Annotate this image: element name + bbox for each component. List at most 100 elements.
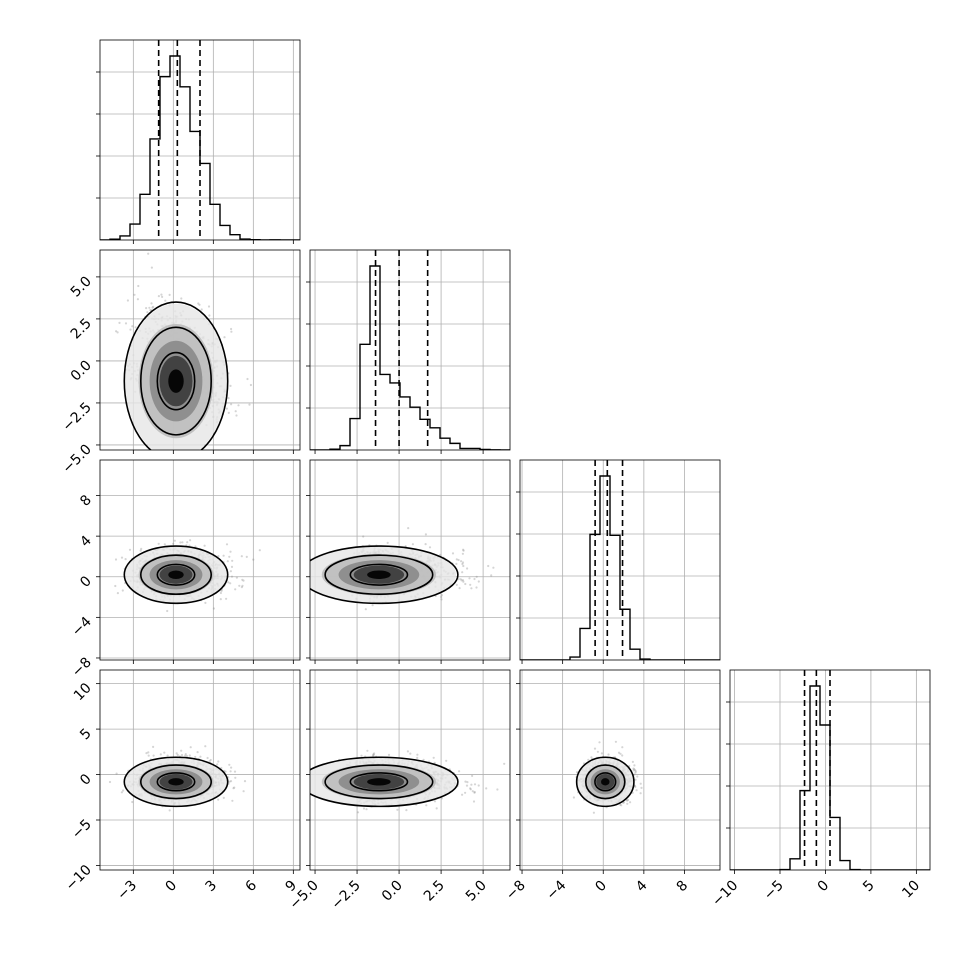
scatter-point	[492, 566, 495, 569]
scatter-point	[249, 383, 252, 387]
scatter-point	[134, 326, 137, 329]
scatter-point	[161, 295, 164, 298]
density-block	[367, 570, 391, 579]
scatter-point	[179, 541, 182, 544]
scatter-point	[212, 607, 215, 610]
scatter-point	[407, 527, 410, 530]
scatter-panel-3-0	[100, 670, 300, 870]
scatter-point	[241, 578, 244, 581]
scatter-point	[477, 580, 480, 583]
scatter-point	[140, 547, 143, 551]
panel-frame	[309, 249, 511, 451]
scatter-point	[148, 306, 151, 309]
scatter-point	[124, 322, 128, 325]
scatter-point	[234, 588, 237, 591]
scatter-point	[206, 756, 209, 760]
scatter-point	[475, 575, 478, 578]
scatter-point	[114, 584, 117, 588]
scatter-point	[184, 753, 187, 756]
density-block	[168, 369, 184, 393]
scatter-point	[137, 284, 140, 288]
scatter-point	[461, 571, 464, 574]
scatter-point	[230, 575, 234, 578]
scatter-point	[229, 770, 232, 773]
scatter-point	[460, 579, 463, 582]
scatter-point	[246, 377, 249, 381]
scatter-point	[462, 580, 465, 583]
scatter-point	[227, 397, 230, 400]
scatter-point	[194, 545, 197, 548]
scatter-point	[424, 543, 427, 546]
scatter-point	[222, 554, 225, 557]
scatter-point	[225, 543, 229, 546]
scatter-point	[146, 311, 149, 314]
scatter-point	[126, 299, 129, 302]
scatter-point	[180, 753, 184, 757]
scatter-point	[237, 404, 240, 407]
panel-frame	[99, 459, 301, 661]
scatter-point	[118, 321, 121, 324]
panel-frame	[99, 39, 301, 241]
scatter-point	[386, 541, 389, 545]
scatter-point	[225, 597, 228, 600]
scatter-point	[464, 582, 467, 586]
scatter-point	[229, 570, 232, 573]
scatter-point	[233, 770, 237, 773]
scatter-point	[136, 298, 139, 301]
scatter-point	[131, 325, 134, 328]
scatter-point	[204, 601, 207, 605]
scatter-point	[252, 558, 255, 561]
scatter-point	[116, 331, 119, 334]
scatter-point	[460, 560, 463, 563]
scatter-point	[189, 539, 192, 542]
scatter-point	[185, 755, 189, 758]
scatter-point	[459, 578, 462, 581]
scatter-point	[364, 608, 367, 611]
scatter-point	[233, 786, 236, 789]
scatter-point	[241, 584, 244, 587]
scatter-point	[163, 543, 166, 546]
scatter-point	[411, 543, 414, 546]
scatter-point	[245, 555, 248, 559]
scatter-point	[240, 555, 243, 558]
scatter-point	[173, 539, 176, 542]
scatter-point	[168, 293, 171, 296]
scatter-point	[157, 295, 160, 298]
scatter-point	[242, 790, 245, 793]
scatter-point	[160, 293, 163, 296]
scatter-point	[133, 293, 136, 296]
scatter-point	[238, 584, 241, 587]
scatter-point	[159, 753, 162, 756]
scatter-point	[183, 246, 185, 248]
scatter-point	[122, 789, 125, 792]
scatter-panel-2-1	[310, 460, 510, 660]
scatter-point	[229, 550, 232, 553]
scatter-point	[229, 582, 232, 585]
scatter-point	[455, 583, 458, 587]
scatter-point	[120, 556, 124, 559]
scatter-point	[121, 589, 124, 592]
scatter-point	[231, 559, 234, 562]
panel-frame	[729, 669, 931, 871]
scatter-point	[172, 542, 175, 545]
scatter-point	[462, 549, 465, 552]
scatter-point	[186, 541, 189, 544]
contour-line	[140, 554, 213, 596]
scatter-point	[180, 297, 183, 300]
panel-frame	[519, 459, 721, 661]
scatter-point	[115, 772, 118, 775]
panel-frame	[309, 459, 511, 661]
scatter-point	[220, 589, 223, 593]
histogram-step-line	[310, 265, 510, 450]
scatter-point	[439, 553, 442, 557]
scatter-point	[216, 763, 219, 766]
scatter-point	[455, 558, 458, 561]
histogram-panel-3	[730, 670, 930, 870]
scatter-point	[200, 308, 203, 311]
scatter-point	[114, 558, 118, 561]
scatter-panel-1-0	[100, 246, 300, 450]
scatter-point	[150, 302, 153, 305]
scatter-point	[217, 555, 220, 558]
scatter-point	[230, 565, 234, 569]
scatter-point	[473, 577, 476, 581]
